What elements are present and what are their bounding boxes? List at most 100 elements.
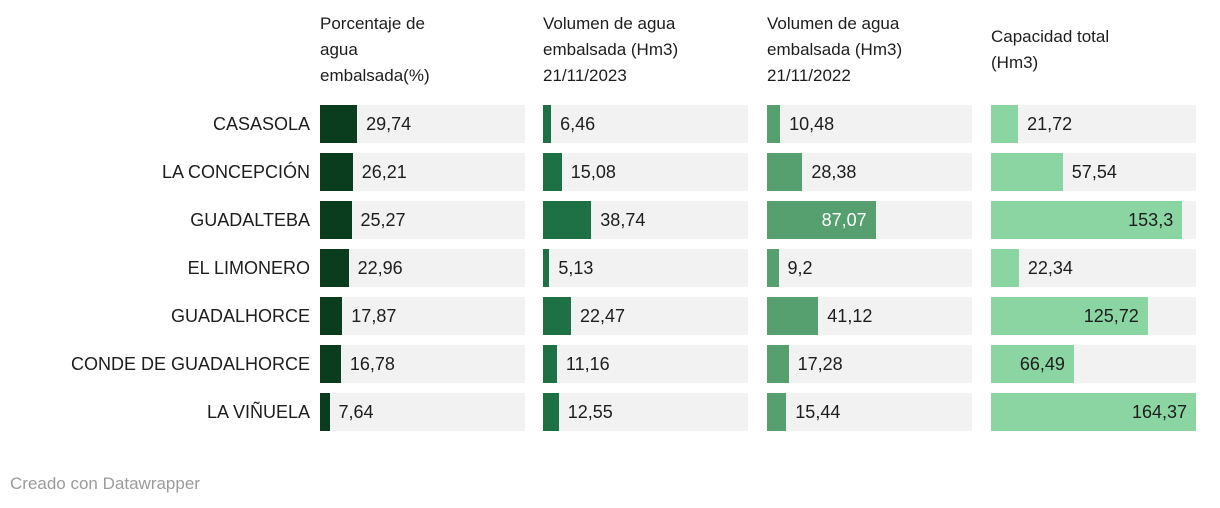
bar-track: 15,08 <box>543 153 748 191</box>
bar-value: 38,74 <box>600 210 646 230</box>
bar-track: 11,16 <box>543 345 748 383</box>
bar <box>320 393 330 431</box>
bar <box>991 345 1074 383</box>
bar-value: 26,21 <box>361 162 407 182</box>
row-label: GUADALHORCE <box>170 306 310 326</box>
bar-value: 22,34 <box>1027 258 1073 278</box>
bar <box>320 297 343 335</box>
bar <box>320 345 341 383</box>
bar-value: 17,87 <box>351 306 397 326</box>
bar-track: 9,2 <box>767 249 972 287</box>
bar-track: 26,21 <box>320 153 525 191</box>
bar-value: 21,72 <box>1027 114 1073 134</box>
bar <box>991 297 1148 335</box>
bar <box>543 249 550 287</box>
bar-value: 9,2 <box>787 258 813 278</box>
bar-track: 16,78 <box>320 345 525 383</box>
bar <box>767 297 819 335</box>
row-label: CONDE DE GUADALHORCE <box>70 354 310 374</box>
bar <box>991 393 1196 431</box>
table-row: CONDE DE GUADALHORCE 16,78 11,16 17,28 66,49 <box>0 345 1220 383</box>
bar-value: 153,3 <box>1128 210 1174 230</box>
bar-track: 28,38 <box>767 153 972 191</box>
bar <box>991 249 1019 287</box>
bar-track: 25,27 <box>320 201 525 239</box>
table-row: GUADALHORCE 17,87 22,47 41,12 125,72 <box>0 297 1220 335</box>
row-label: LA VIÑUELA <box>206 402 310 422</box>
bar-value: 22,96 <box>357 258 403 278</box>
bar <box>767 153 803 191</box>
bar <box>543 105 552 143</box>
bar <box>767 201 876 239</box>
bar-track: 10,48 <box>767 105 972 143</box>
bar-value: 15,08 <box>570 162 616 182</box>
bar-track: 17,28 <box>767 345 972 383</box>
bar-value: 6,46 <box>560 114 596 134</box>
row-label: CASASOLA <box>212 114 310 134</box>
bar-track: 29,74 <box>320 105 525 143</box>
bar-track: 66,49 <box>991 345 1196 383</box>
bar <box>767 105 781 143</box>
bar <box>320 201 352 239</box>
bar-value: 5,13 <box>558 258 594 278</box>
bar <box>767 249 779 287</box>
bar-value: 17,28 <box>797 354 843 374</box>
table-row: GUADALTEBA 25,27 38,74 87,07 153,3 <box>0 201 1220 239</box>
table-row: CASASOLA 29,74 6,46 10,48 21,72 <box>0 105 1220 143</box>
bar-value: 125,72 <box>1083 306 1139 326</box>
bar <box>767 345 789 383</box>
table-row: EL LIMONERO 22,96 5,13 9,2 22,34 <box>0 249 1220 287</box>
bar-value: 10,48 <box>789 114 835 134</box>
bar-track: 22,96 <box>320 249 525 287</box>
bar-value: 7,64 <box>338 402 374 422</box>
bar-value: 16,78 <box>349 354 395 374</box>
bar <box>991 105 1019 143</box>
row-label: EL LIMONERO <box>187 258 310 278</box>
bar-value: 66,49 <box>1019 354 1065 374</box>
bar <box>991 153 1063 191</box>
bar <box>320 249 349 287</box>
row-label: GUADALTEBA <box>190 210 310 230</box>
bar-track: 22,47 <box>543 297 748 335</box>
bar-value: 57,54 <box>1071 162 1117 182</box>
bar-value: 28,38 <box>811 162 857 182</box>
bar-value: 12,55 <box>567 402 613 422</box>
bar-track: 41,12 <box>767 297 972 335</box>
bar <box>320 105 358 143</box>
bar-track: 38,74 <box>543 201 748 239</box>
row-label: LA CONCEPCIÓN <box>161 162 310 182</box>
bar-value: 164,37 <box>1131 402 1187 422</box>
bar-value: 22,47 <box>580 306 626 326</box>
bar-track: 153,3 <box>991 201 1196 239</box>
column-header-capacidad: Capacidad total (Hm3) <box>991 27 1110 72</box>
bar-track: 5,13 <box>543 249 748 287</box>
bar <box>767 393 787 431</box>
bar <box>543 297 571 335</box>
bar <box>543 345 557 383</box>
bar-value: 11,16 <box>565 354 610 374</box>
bar-track: 7,64 <box>320 393 525 431</box>
bar-track: 125,72 <box>991 297 1196 335</box>
table-row: LA VIÑUELA 7,64 12,55 15,44 164,37 <box>0 393 1220 431</box>
bar-value: 29,74 <box>366 114 412 134</box>
column-header-porcentaje: Porcentaje de agua embalsada(%) <box>320 14 430 85</box>
bar-value: 15,44 <box>795 402 841 422</box>
bar <box>543 201 592 239</box>
datawrapper-credit: Creado con Datawrapper <box>10 474 200 493</box>
bar-track: 57,54 <box>991 153 1196 191</box>
bar-track: 87,07 <box>767 201 972 239</box>
bar-track: 15,44 <box>767 393 972 431</box>
column-header-volumen-2022: Volumen de agua embalsada (Hm3) 21/11/20… <box>767 14 903 85</box>
bar-track: 12,55 <box>543 393 748 431</box>
bar-track: 17,87 <box>320 297 525 335</box>
bar <box>991 201 1183 239</box>
bar <box>543 153 562 191</box>
table-row: LA CONCEPCIÓN 26,21 15,08 28,38 57,54 <box>0 153 1220 191</box>
bar-value: 87,07 <box>821 210 867 230</box>
bar-track: 6,46 <box>543 105 748 143</box>
bar <box>543 393 559 431</box>
bar-value: 41,12 <box>827 306 873 326</box>
bar <box>320 153 353 191</box>
bar-value: 25,27 <box>360 210 406 230</box>
